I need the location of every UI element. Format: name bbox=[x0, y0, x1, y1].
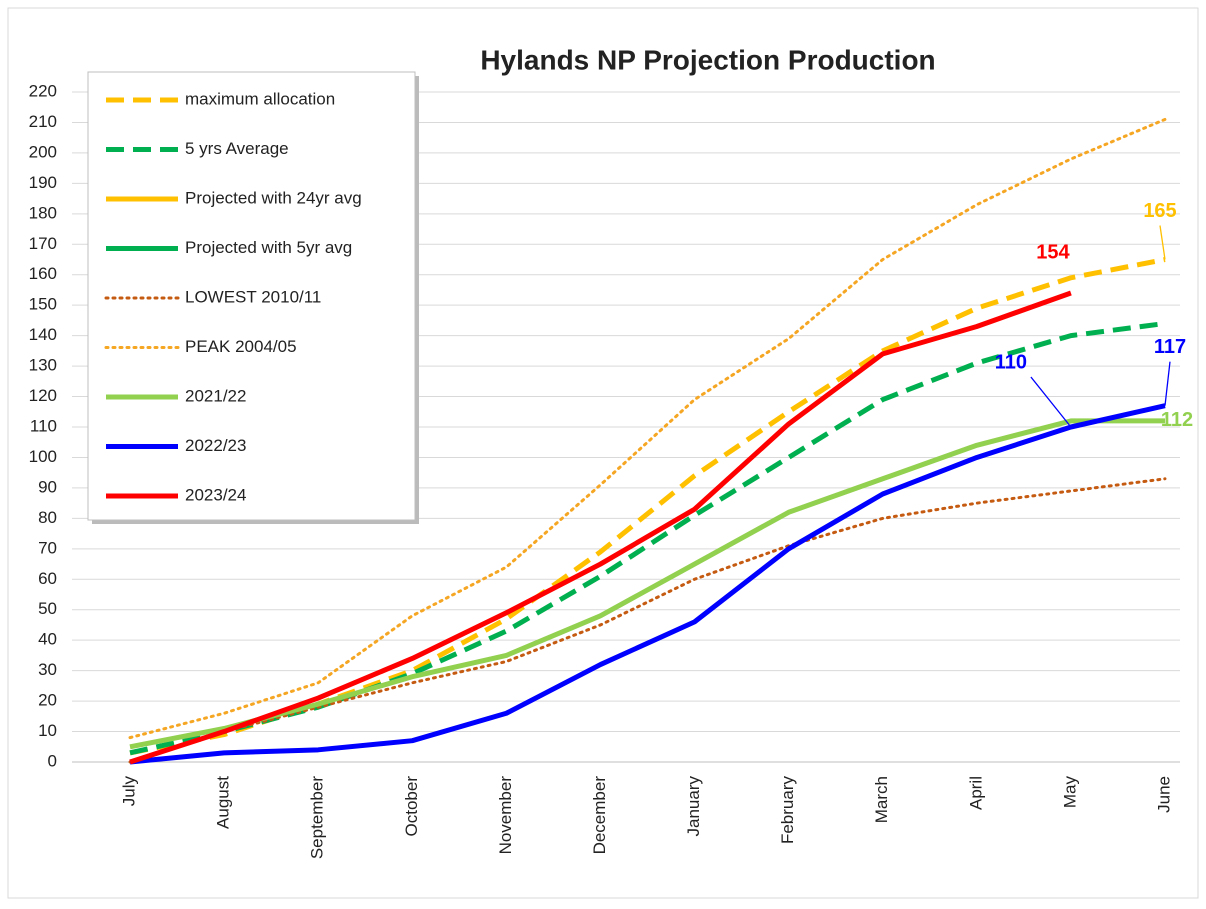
x-tick-label: September bbox=[308, 776, 327, 859]
x-tick-label: August bbox=[214, 776, 233, 829]
y-tick-label: 70 bbox=[38, 538, 57, 557]
y-tick-label: 90 bbox=[38, 477, 57, 496]
y-tick-label: 150 bbox=[29, 295, 57, 314]
y-tick-label: 120 bbox=[29, 386, 57, 405]
x-tick-label: March bbox=[872, 776, 891, 823]
y-tick-label: 0 bbox=[48, 751, 57, 770]
y-tick-label: 40 bbox=[38, 630, 57, 649]
y-tick-label: 130 bbox=[29, 356, 57, 375]
y-tick-label: 100 bbox=[29, 447, 57, 466]
x-tick-label: January bbox=[684, 776, 703, 837]
y-tick-label: 220 bbox=[29, 81, 57, 100]
x-tick-label: December bbox=[590, 776, 609, 855]
y-tick-label: 210 bbox=[29, 112, 57, 131]
y-tick-label: 20 bbox=[38, 691, 57, 710]
leader-line bbox=[1030, 376, 1072, 428]
data-label: 165 bbox=[1143, 200, 1176, 222]
x-tick-label: July bbox=[119, 776, 138, 807]
y-tick-label: 140 bbox=[29, 325, 57, 344]
x-tick-label: February bbox=[778, 776, 797, 845]
x-tick-label: November bbox=[496, 776, 515, 855]
data-label: 112 bbox=[1161, 409, 1193, 431]
chart-title: Hylands NP Projection Production bbox=[480, 44, 935, 75]
series-line bbox=[129, 320, 1166, 756]
x-tick-label: May bbox=[1060, 776, 1079, 809]
y-tick-label: 110 bbox=[30, 416, 57, 435]
y-tick-label: 180 bbox=[29, 203, 57, 222]
x-tick-label: October bbox=[402, 776, 421, 837]
data-label: 110 bbox=[995, 351, 1027, 373]
y-tick-label: 170 bbox=[29, 234, 57, 253]
series-line bbox=[129, 403, 1166, 765]
legend-label: 5 yrs Average bbox=[185, 139, 289, 158]
y-tick-label: 30 bbox=[38, 660, 57, 679]
legend-label: 2022/23 bbox=[185, 436, 246, 455]
x-tick-label: April bbox=[966, 776, 985, 810]
y-tick-label: 50 bbox=[38, 599, 57, 618]
data-label: 154 bbox=[1036, 241, 1070, 263]
y-tick-label: 190 bbox=[29, 173, 57, 192]
y-tick-label: 200 bbox=[29, 142, 57, 161]
data-label: 117 bbox=[1154, 336, 1186, 358]
series-line bbox=[129, 290, 1072, 765]
legend-label: maximum allocation bbox=[185, 89, 335, 108]
legend-label: 2023/24 bbox=[185, 485, 246, 504]
y-tick-label: 10 bbox=[38, 721, 57, 740]
legend-label: PEAK 2004/05 bbox=[185, 337, 297, 356]
y-tick-label: 160 bbox=[29, 264, 57, 283]
series-line bbox=[129, 418, 1165, 750]
series-line bbox=[128, 117, 1167, 740]
x-tick-label: June bbox=[1154, 776, 1173, 813]
leader-line bbox=[1164, 361, 1171, 406]
legend-label: Projected with 5yr avg bbox=[185, 238, 352, 257]
series-line bbox=[128, 477, 1167, 764]
legend-label: 2021/22 bbox=[185, 386, 246, 405]
leader-line bbox=[1159, 225, 1166, 260]
y-tick-label: 80 bbox=[38, 508, 57, 527]
legend: maximum allocation 5 yrs Average Projected… bbox=[87, 71, 419, 524]
legend-label: Projected with 24yr avg bbox=[185, 188, 362, 207]
y-tick-label: 60 bbox=[38, 569, 57, 588]
legend-label: LOWEST 2010/11 bbox=[185, 287, 321, 306]
